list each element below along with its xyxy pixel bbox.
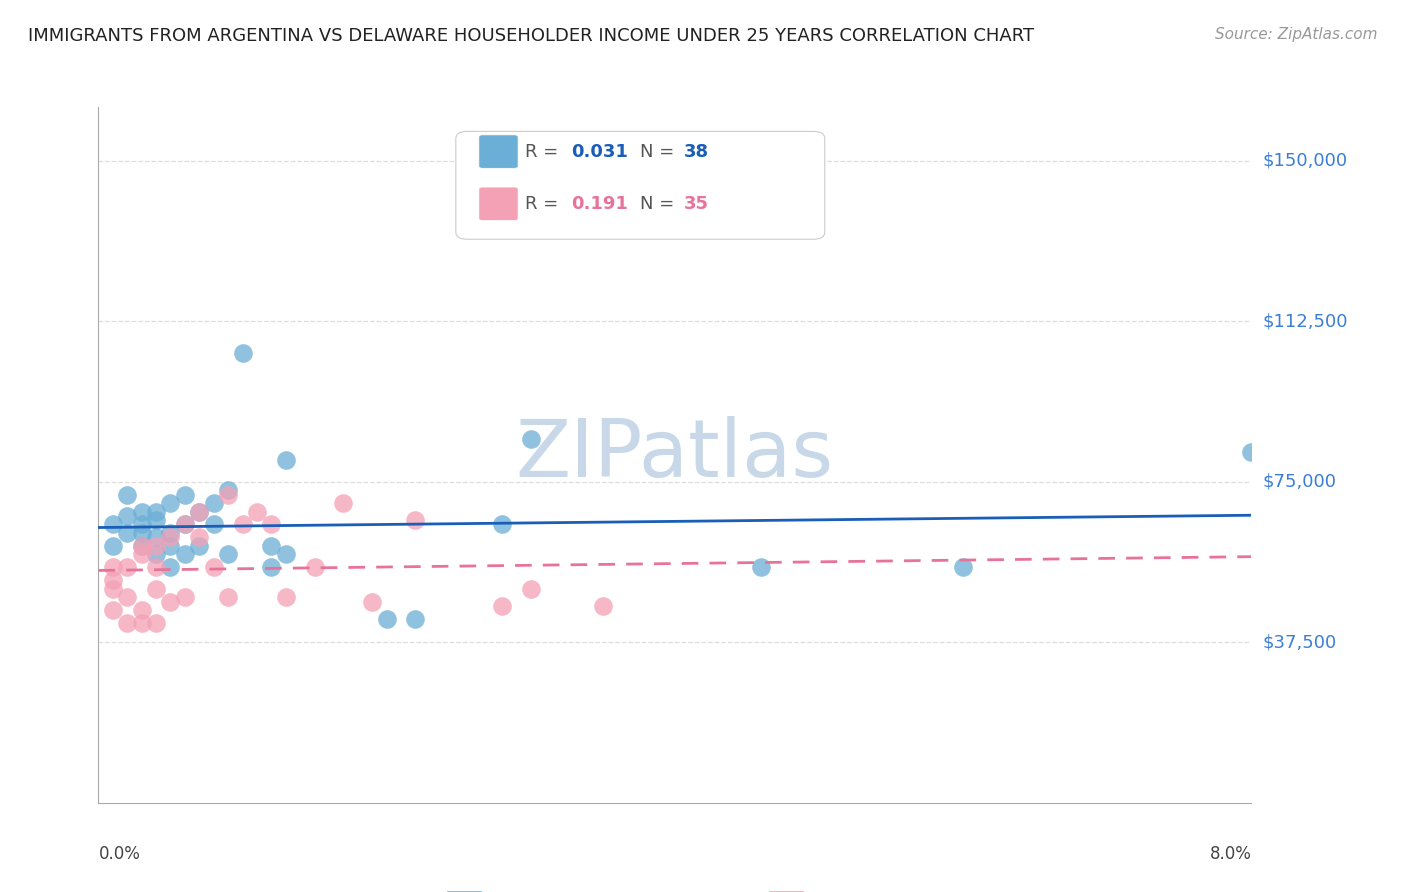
Point bbox=[260, 517, 283, 532]
Point bbox=[274, 591, 297, 605]
Point bbox=[405, 612, 427, 626]
Point bbox=[304, 560, 326, 574]
Point bbox=[145, 548, 167, 562]
Point bbox=[217, 487, 239, 501]
Point bbox=[117, 487, 138, 501]
Point bbox=[188, 539, 211, 553]
Point bbox=[145, 560, 167, 574]
Point bbox=[117, 615, 138, 630]
Point bbox=[174, 517, 197, 532]
Point bbox=[131, 539, 153, 553]
Text: R =: R = bbox=[524, 194, 564, 213]
Point bbox=[117, 560, 138, 574]
Point bbox=[231, 517, 254, 532]
Text: 0.191: 0.191 bbox=[571, 194, 628, 213]
Point bbox=[188, 505, 211, 519]
Point bbox=[131, 603, 153, 617]
Point bbox=[145, 582, 167, 596]
Point bbox=[202, 560, 225, 574]
Point bbox=[101, 517, 124, 532]
Text: 8.0%: 8.0% bbox=[1209, 845, 1251, 863]
Point bbox=[202, 517, 225, 532]
Point bbox=[375, 612, 398, 626]
Point bbox=[101, 582, 124, 596]
Point bbox=[101, 560, 124, 574]
Point bbox=[174, 591, 197, 605]
Point bbox=[231, 346, 254, 360]
Text: 0.031: 0.031 bbox=[571, 143, 628, 161]
Point bbox=[188, 505, 211, 519]
Point bbox=[246, 505, 269, 519]
Point bbox=[101, 603, 124, 617]
Point bbox=[332, 496, 354, 510]
Point bbox=[131, 548, 153, 562]
Point bbox=[1240, 444, 1263, 458]
Text: $75,000: $75,000 bbox=[1263, 473, 1337, 491]
Point bbox=[159, 594, 181, 608]
Point bbox=[159, 560, 181, 574]
Text: N =: N = bbox=[640, 143, 681, 161]
Text: R =: R = bbox=[524, 143, 564, 161]
Point bbox=[101, 573, 124, 587]
Point bbox=[145, 513, 167, 527]
Point bbox=[131, 526, 153, 541]
Point bbox=[117, 526, 138, 541]
Text: ZIPatlas: ZIPatlas bbox=[516, 416, 834, 494]
Point bbox=[217, 548, 239, 562]
Point bbox=[217, 591, 239, 605]
Text: $112,500: $112,500 bbox=[1263, 312, 1348, 330]
Point bbox=[751, 560, 773, 574]
Point bbox=[274, 453, 297, 467]
Point bbox=[145, 539, 167, 553]
Point bbox=[405, 513, 427, 527]
Point bbox=[145, 530, 167, 544]
FancyBboxPatch shape bbox=[456, 131, 825, 239]
Legend: Immigrants from Argentina, Delaware: Immigrants from Argentina, Delaware bbox=[437, 881, 912, 892]
Point bbox=[274, 548, 297, 562]
Point bbox=[101, 539, 124, 553]
Text: 38: 38 bbox=[685, 143, 709, 161]
Point bbox=[131, 615, 153, 630]
Point bbox=[592, 599, 614, 613]
Point bbox=[491, 599, 513, 613]
Point bbox=[174, 487, 197, 501]
Point bbox=[145, 615, 167, 630]
Text: 0.0%: 0.0% bbox=[98, 845, 141, 863]
Point bbox=[952, 560, 974, 574]
Point bbox=[188, 530, 211, 544]
Point bbox=[491, 517, 513, 532]
Point bbox=[202, 496, 225, 510]
Point bbox=[159, 496, 181, 510]
Point bbox=[260, 539, 283, 553]
Point bbox=[217, 483, 239, 498]
Point bbox=[159, 526, 181, 541]
Text: Source: ZipAtlas.com: Source: ZipAtlas.com bbox=[1215, 27, 1378, 42]
Point bbox=[260, 560, 283, 574]
Point bbox=[145, 505, 167, 519]
Point bbox=[131, 539, 153, 553]
Text: $37,500: $37,500 bbox=[1263, 633, 1337, 651]
Point bbox=[117, 591, 138, 605]
Point bbox=[519, 432, 541, 446]
Text: N =: N = bbox=[640, 194, 681, 213]
Text: IMMIGRANTS FROM ARGENTINA VS DELAWARE HOUSEHOLDER INCOME UNDER 25 YEARS CORRELAT: IMMIGRANTS FROM ARGENTINA VS DELAWARE HO… bbox=[28, 27, 1035, 45]
Point bbox=[117, 508, 138, 523]
Point bbox=[361, 594, 384, 608]
Point bbox=[131, 517, 153, 532]
Point bbox=[159, 539, 181, 553]
Text: 35: 35 bbox=[685, 194, 709, 213]
Text: $150,000: $150,000 bbox=[1263, 152, 1348, 169]
Point bbox=[519, 582, 541, 596]
Point bbox=[174, 548, 197, 562]
Point bbox=[159, 530, 181, 544]
Point bbox=[174, 517, 197, 532]
Point bbox=[131, 505, 153, 519]
FancyBboxPatch shape bbox=[479, 187, 517, 220]
FancyBboxPatch shape bbox=[479, 135, 517, 169]
